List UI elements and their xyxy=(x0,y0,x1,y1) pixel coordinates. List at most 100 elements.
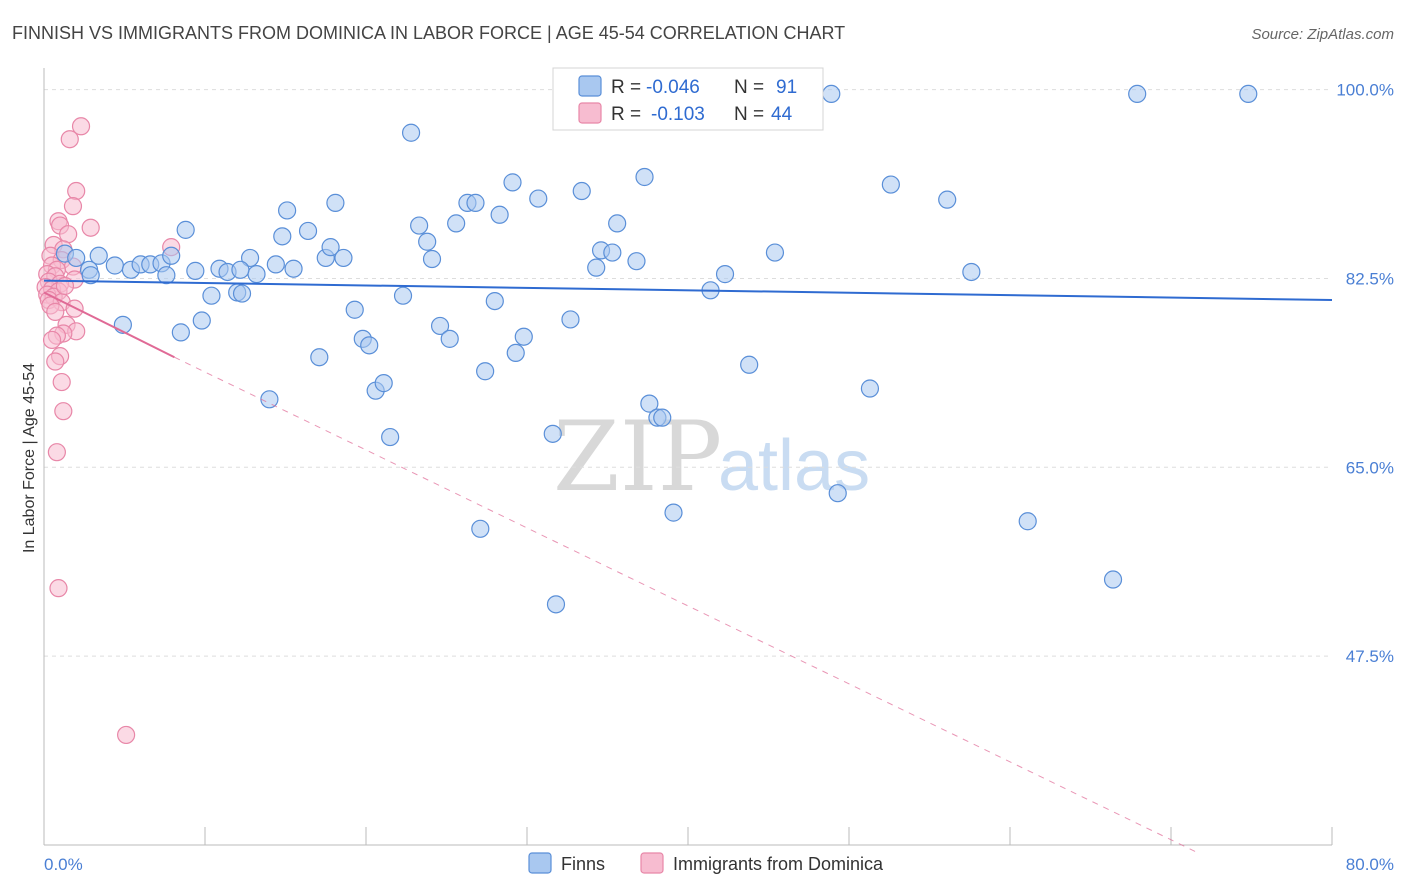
finns-point xyxy=(440,329,459,348)
finns-point xyxy=(1103,570,1123,589)
finns-point xyxy=(447,214,466,233)
finns-point xyxy=(284,259,303,278)
gridlines xyxy=(44,89,1332,657)
finns-point xyxy=(176,220,195,239)
dominica-point xyxy=(47,443,66,462)
finns-point xyxy=(514,327,533,346)
finns-point xyxy=(430,316,450,336)
finns-point xyxy=(381,427,400,447)
dominica-series-points xyxy=(36,117,181,745)
finns-point xyxy=(345,300,364,319)
finns-point xyxy=(828,484,847,503)
dominica-point xyxy=(46,352,65,371)
y-tick-label-47-5: 47.5% xyxy=(1346,647,1394,666)
finns-point xyxy=(962,262,981,282)
dominica-n-label: N = xyxy=(734,104,764,125)
watermark-zip: ZIP xyxy=(553,401,722,513)
finns-n-label: N = xyxy=(734,77,764,98)
dominica-point xyxy=(81,218,100,237)
finns-point xyxy=(186,261,205,280)
finns-point xyxy=(476,362,495,381)
finns-point xyxy=(1018,512,1037,531)
finns-point xyxy=(374,374,393,393)
finns-point xyxy=(572,181,591,201)
finns-point xyxy=(740,355,759,374)
finns-point xyxy=(89,246,108,265)
finns-point xyxy=(765,243,785,262)
finns-r-label: R = xyxy=(611,77,641,98)
dominica-point xyxy=(49,579,68,598)
finns-legend-swatch xyxy=(578,75,602,97)
finns-point xyxy=(587,258,606,277)
finns-point xyxy=(401,123,421,142)
chart-source: Source: ZipAtlas.com xyxy=(1251,26,1394,43)
finns-point xyxy=(273,227,292,246)
finns-point xyxy=(278,201,297,220)
dominica-point xyxy=(67,181,86,201)
finns-point xyxy=(635,167,654,187)
finns-point xyxy=(247,265,266,284)
finns-point xyxy=(466,193,485,212)
finns-point xyxy=(157,266,176,285)
finns-point xyxy=(171,323,190,342)
finns-point xyxy=(192,311,211,330)
finns-point xyxy=(240,248,260,268)
dominica-trend-extension xyxy=(174,356,1196,852)
dominica-n-value: 44 xyxy=(771,104,793,125)
finns-point xyxy=(266,255,285,274)
finns-point xyxy=(1239,84,1258,104)
dominica-r-label: R = xyxy=(611,104,641,125)
dominica-legend-label: Immigrants from Dominica xyxy=(673,854,884,874)
finns-point xyxy=(298,221,318,241)
finns-point xyxy=(664,503,683,522)
dominica-trend-line xyxy=(43,291,175,359)
trend-lines xyxy=(43,279,1333,852)
watermark-atlas: atlas xyxy=(718,426,870,506)
finns-point xyxy=(822,84,841,104)
finns-point xyxy=(360,336,379,355)
dominica-bottom-swatch xyxy=(640,852,664,874)
dominica-point xyxy=(59,225,78,244)
dominica-point xyxy=(71,117,91,136)
finns-point xyxy=(81,266,100,285)
finns-point xyxy=(105,256,124,275)
dominica-r-value: -0.103 xyxy=(651,104,705,125)
finns-point xyxy=(67,248,86,268)
finns-point xyxy=(715,265,735,284)
finns-point xyxy=(543,424,562,443)
finns-point xyxy=(860,379,880,398)
finns-point xyxy=(938,190,957,209)
finns-point xyxy=(471,519,490,538)
finns-point xyxy=(603,243,622,262)
finns-point xyxy=(546,595,566,614)
finns-point xyxy=(202,286,221,305)
finns-point xyxy=(321,238,340,257)
x-tick-label-min: 0.0% xyxy=(44,855,83,874)
dominica-point xyxy=(42,330,62,350)
dominica-point xyxy=(46,302,65,321)
finns-point xyxy=(232,284,252,303)
finns-trend-line xyxy=(43,279,1333,302)
dominica-point xyxy=(52,372,71,392)
finns-point xyxy=(260,390,279,409)
finns-n-value: 91 xyxy=(776,77,797,98)
dominica-legend-swatch xyxy=(578,102,602,124)
chart-title: FINNISH VS IMMIGRANTS FROM DOMINICA IN L… xyxy=(12,23,845,43)
finns-r-value: -0.046 xyxy=(646,77,700,98)
finns-point xyxy=(334,248,353,268)
finns-legend-label: Finns xyxy=(561,854,605,874)
finns-point xyxy=(310,348,329,367)
y-axis-label: In Labor Force | Age 45-54 xyxy=(21,363,38,553)
finns-point xyxy=(485,292,504,311)
finns-point xyxy=(503,173,522,192)
y-tick-label-100: 100.0% xyxy=(1336,81,1394,100)
stats-legend: R = -0.046 N = 91 R = -0.103 N = 44 xyxy=(552,67,824,131)
dominica-point xyxy=(54,402,73,421)
finns-point xyxy=(881,175,900,194)
finns-point xyxy=(1128,84,1147,104)
finns-point xyxy=(231,260,250,279)
finns-bottom-swatch xyxy=(528,852,552,874)
y-axis-tick-labels: 100.0% 82.5% 65.0% 47.5% xyxy=(1336,81,1394,667)
finns-point xyxy=(506,343,525,362)
finns-point xyxy=(490,205,509,224)
